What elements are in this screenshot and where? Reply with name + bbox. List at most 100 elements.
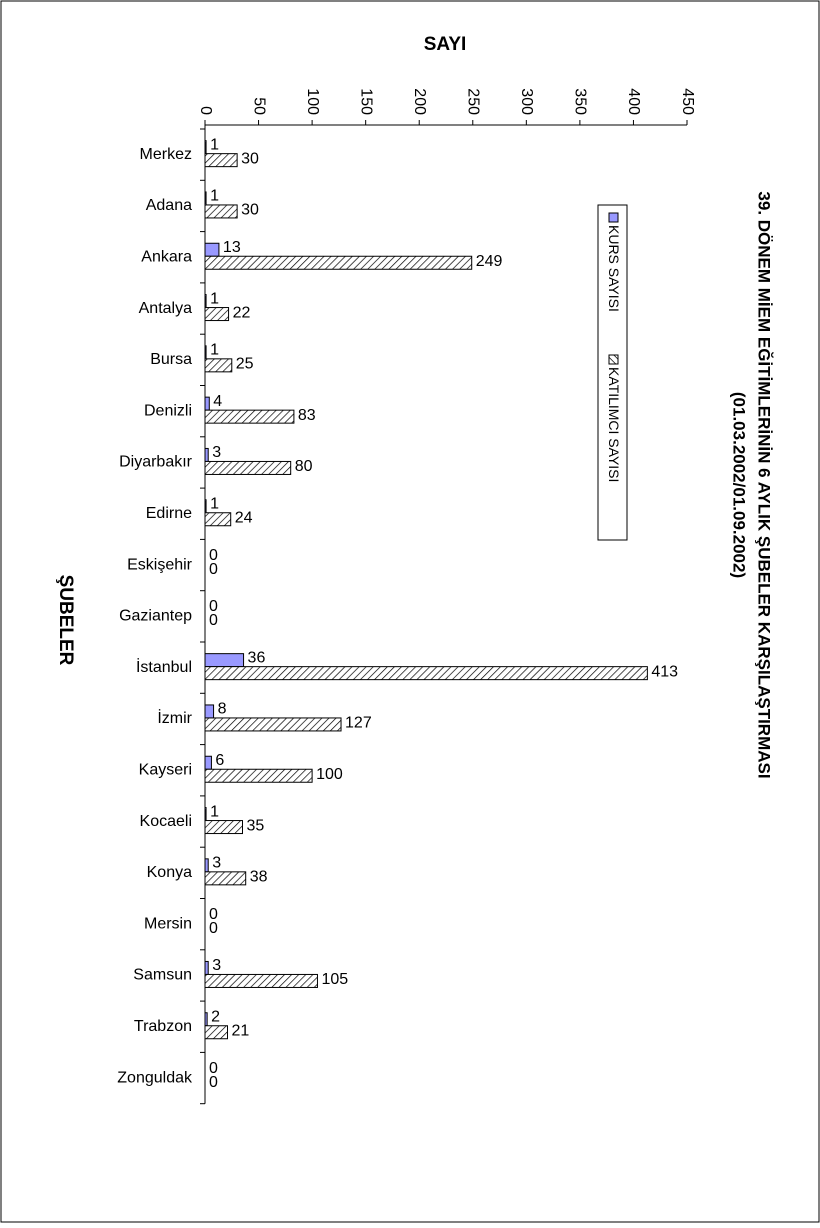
data-label: 0 [209, 612, 218, 629]
data-label: 0 [209, 920, 218, 937]
bar [204, 1025, 228, 1040]
y-tick-label: Bursa [150, 351, 192, 368]
data-label: 24 [235, 509, 253, 526]
bar [204, 447, 209, 462]
y-tick-label: Kocaeli [140, 813, 192, 830]
bar [204, 653, 245, 668]
legend-swatch [608, 212, 619, 223]
data-label: 83 [298, 407, 316, 424]
data-label: 21 [231, 1022, 249, 1039]
data-label: 105 [321, 971, 348, 988]
bar [204, 666, 648, 681]
legend-label: KATILIMCI SAYISI [606, 367, 622, 482]
data-label: 4 [213, 393, 222, 410]
x-tick-label: 150 [357, 88, 374, 115]
bar [204, 358, 233, 373]
legend: KURS SAYISI KATILIMCI SAYISI [597, 204, 628, 541]
legend-box [597, 204, 628, 541]
data-label: 413 [651, 663, 678, 680]
bar [204, 704, 215, 719]
data-label: 30 [241, 150, 259, 167]
data-label: 0 [209, 561, 218, 578]
bar [204, 409, 295, 424]
bar [204, 140, 207, 155]
x-axis-label: SAYI [424, 34, 467, 55]
data-label: 1 [210, 290, 219, 307]
bar [204, 255, 473, 270]
y-tick-label: Adana [146, 197, 192, 214]
data-label: 8 [218, 701, 227, 718]
data-label: 1 [210, 495, 219, 512]
bar [204, 1012, 208, 1027]
data-label: 80 [295, 458, 313, 475]
bar [204, 191, 207, 206]
data-label: 0 [209, 547, 218, 564]
x-tick-label: 350 [572, 88, 589, 115]
y-tick-label: Diyarbakır [119, 454, 193, 471]
chart-title: 39. DÖNEM MİEM EĞİTİMLERİNİN 6 AYLIK ŞUB… [755, 191, 774, 778]
data-label: 249 [476, 253, 503, 270]
x-tick-label: 0 [197, 106, 214, 115]
x-tick-label: 450 [679, 88, 696, 115]
data-label: 1 [210, 136, 219, 153]
bar [204, 871, 247, 886]
legend-label: KURS SAYISI [606, 225, 622, 312]
y-tick-label: Samsun [133, 967, 192, 984]
data-label: 30 [241, 202, 259, 219]
y-tick-label: Edirne [146, 505, 192, 522]
y-tick-label: Gaziantep [119, 608, 192, 625]
title-group: 39. DÖNEM MİEM EĞİTİMLERİNİN 6 AYLIK ŞUB… [730, 191, 774, 778]
data-label: 35 [246, 817, 264, 834]
y-tick-label: Antalya [139, 300, 192, 317]
y-tick-label: Ankara [141, 248, 192, 265]
bar [204, 460, 292, 475]
y-tick-label: İstanbul [136, 657, 192, 676]
data-label: 38 [250, 869, 268, 886]
bar [204, 204, 238, 219]
bar [204, 307, 230, 322]
bar [204, 820, 243, 835]
bar [204, 499, 207, 514]
data-label: 0 [209, 1074, 218, 1091]
bar [204, 858, 209, 873]
data-label: 36 [248, 649, 266, 666]
y-tick-label: Konya [147, 864, 192, 881]
bar [204, 717, 342, 732]
data-label: 3 [212, 957, 221, 974]
y-tick-label: Mersin [144, 915, 192, 932]
data-label: 1 [210, 342, 219, 359]
data-label: 3 [212, 444, 221, 461]
data-label: 0 [209, 1060, 218, 1077]
x-tick-label: 100 [304, 88, 321, 115]
bar [204, 807, 207, 822]
x-tick-label: 250 [465, 88, 482, 115]
y-tick-label: Merkez [140, 146, 192, 163]
x-tick-label: 50 [250, 97, 267, 115]
data-label: 6 [215, 752, 224, 769]
bar [204, 242, 220, 257]
x-tick-label: 300 [518, 88, 535, 115]
data-label: 0 [209, 906, 218, 923]
data-label: 13 [223, 239, 241, 256]
data-label: 25 [236, 356, 254, 373]
data-label: 127 [345, 715, 372, 732]
bar [204, 755, 212, 770]
data-label: 22 [233, 304, 251, 321]
legend-swatch [608, 354, 619, 365]
chart-subtitle: (01.03.2002/01.09.2002) [730, 392, 749, 578]
data-label: 100 [316, 766, 343, 783]
y-tick-label: Eskişehir [127, 556, 193, 573]
bar [204, 768, 313, 783]
y-tick-label: Trabzon [134, 1018, 192, 1035]
bar [204, 153, 238, 168]
bar [204, 512, 232, 527]
data-label: 3 [212, 855, 221, 872]
bar [204, 396, 210, 411]
bar [204, 294, 207, 309]
data-label: 1 [210, 803, 219, 820]
x-tick-label: 200 [411, 88, 428, 115]
bar [204, 960, 209, 975]
x-tick-label: 400 [625, 88, 642, 115]
